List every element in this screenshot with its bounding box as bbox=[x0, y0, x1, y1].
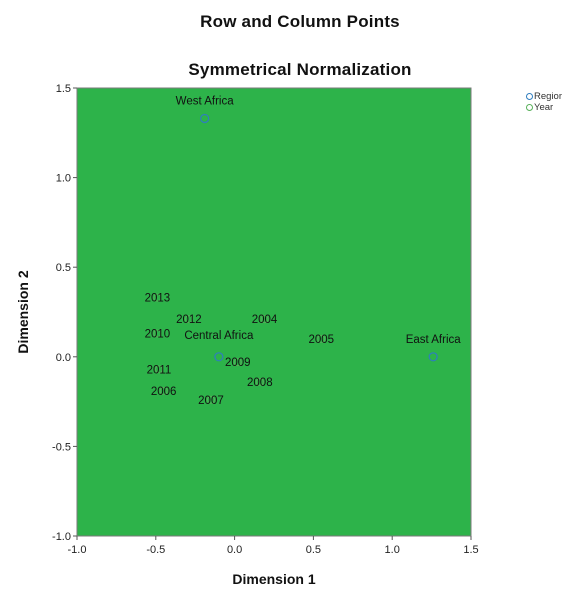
legend-label-year: Year bbox=[534, 102, 554, 113]
point-label: Central Africa bbox=[184, 330, 254, 342]
point-label: 2013 bbox=[145, 293, 171, 305]
chart-subtitle: Symmetrical Normalization bbox=[188, 60, 412, 79]
data-point bbox=[428, 352, 438, 362]
point-label: 2006 bbox=[151, 386, 177, 398]
x-axis: -1.0 -0.5 0.0 0.5 1.0 1.5 bbox=[68, 536, 479, 556]
y-tick-label: 1.5 bbox=[56, 83, 71, 95]
y-tick-label: 0.0 bbox=[56, 352, 71, 364]
point-label: 2012 bbox=[176, 314, 202, 326]
legend: Regior Year bbox=[526, 91, 562, 113]
chart-title: Row and Column Points bbox=[200, 12, 400, 31]
legend-item-region: Regior bbox=[526, 91, 562, 102]
x-tick-label: 0.0 bbox=[227, 544, 242, 556]
circle-icon bbox=[526, 93, 533, 100]
data-point bbox=[153, 329, 162, 338]
data-points: West Africa Central Africa East Africa 2013… bbox=[145, 95, 462, 406]
point-label: 2009 bbox=[225, 357, 251, 369]
y-tick-label: 0.5 bbox=[56, 262, 71, 274]
x-tick-label: 1.0 bbox=[385, 544, 400, 556]
data-point bbox=[214, 352, 224, 362]
data-point bbox=[184, 315, 193, 324]
x-tick-label: -1.0 bbox=[68, 544, 87, 556]
data-point bbox=[200, 113, 210, 124]
x-tick-label: 1.5 bbox=[463, 544, 478, 556]
point-label: 2011 bbox=[147, 364, 172, 376]
point-label: 2005 bbox=[308, 334, 334, 346]
circle-icon bbox=[526, 104, 533, 111]
y-axis: 1.5 1.0 0.5 0.0 -0.5 -1.0 bbox=[52, 83, 77, 543]
plot-area bbox=[76, 87, 472, 537]
data-point bbox=[260, 315, 269, 324]
data-point bbox=[317, 334, 326, 343]
x-axis-label: Dimension 1 bbox=[232, 571, 315, 587]
point-label: 2007 bbox=[198, 395, 224, 407]
data-point bbox=[233, 358, 242, 367]
y-axis-label: Dimension 2 bbox=[15, 270, 31, 353]
legend-item-year: Year bbox=[526, 102, 562, 113]
data-point bbox=[159, 386, 168, 395]
x-tick-label: -0.5 bbox=[146, 544, 165, 556]
data-point bbox=[255, 377, 264, 386]
point-label: West Africa bbox=[176, 95, 235, 107]
x-tick-label: 0.5 bbox=[306, 544, 321, 556]
point-label: 2004 bbox=[252, 314, 278, 326]
data-point bbox=[153, 293, 162, 302]
legend-label-region: Regior bbox=[534, 91, 562, 102]
data-point bbox=[206, 395, 215, 404]
point-label: 2008 bbox=[247, 377, 273, 389]
point-label: 2010 bbox=[145, 329, 171, 341]
y-tick-label: -0.5 bbox=[52, 441, 71, 453]
y-tick-label: 1.0 bbox=[56, 173, 71, 185]
point-label: East Africa bbox=[406, 334, 462, 346]
y-tick-label: -1.0 bbox=[52, 531, 71, 543]
data-point bbox=[154, 365, 163, 374]
